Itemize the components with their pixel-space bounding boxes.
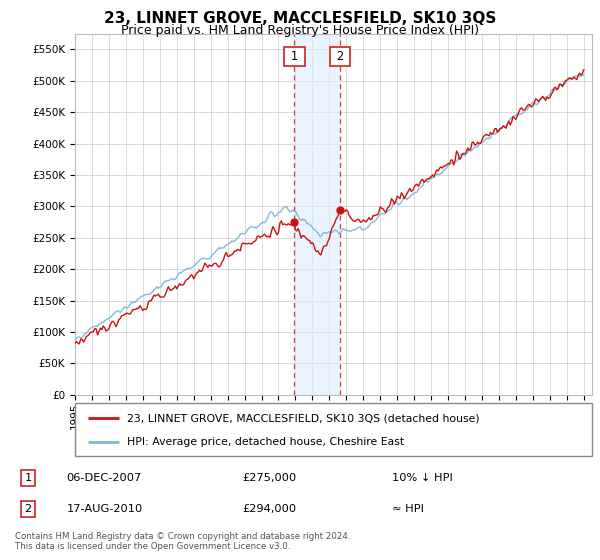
Text: £294,000: £294,000	[242, 504, 296, 514]
Text: 1: 1	[25, 473, 32, 483]
Text: 06-DEC-2007: 06-DEC-2007	[67, 473, 142, 483]
Text: 2: 2	[25, 504, 32, 514]
Text: 17-AUG-2010: 17-AUG-2010	[67, 504, 143, 514]
Text: 2: 2	[332, 50, 347, 63]
Text: Contains HM Land Registry data © Crown copyright and database right 2024.
This d: Contains HM Land Registry data © Crown c…	[15, 532, 350, 552]
Bar	[294, 34, 340, 395]
Text: Price paid vs. HM Land Registry's House Price Index (HPI): Price paid vs. HM Land Registry's House …	[121, 24, 479, 37]
Text: HPI: Average price, detached house, Cheshire East: HPI: Average price, detached house, Ches…	[127, 436, 404, 446]
Text: 10% ↓ HPI: 10% ↓ HPI	[392, 473, 453, 483]
Text: ≈ HPI: ≈ HPI	[392, 504, 424, 514]
Text: 23, LINNET GROVE, MACCLESFIELD, SK10 3QS (detached house): 23, LINNET GROVE, MACCLESFIELD, SK10 3QS…	[127, 413, 479, 423]
FancyBboxPatch shape	[75, 403, 592, 456]
Text: £275,000: £275,000	[242, 473, 296, 483]
Text: 1: 1	[287, 50, 302, 63]
Text: 23, LINNET GROVE, MACCLESFIELD, SK10 3QS: 23, LINNET GROVE, MACCLESFIELD, SK10 3QS	[104, 11, 496, 26]
